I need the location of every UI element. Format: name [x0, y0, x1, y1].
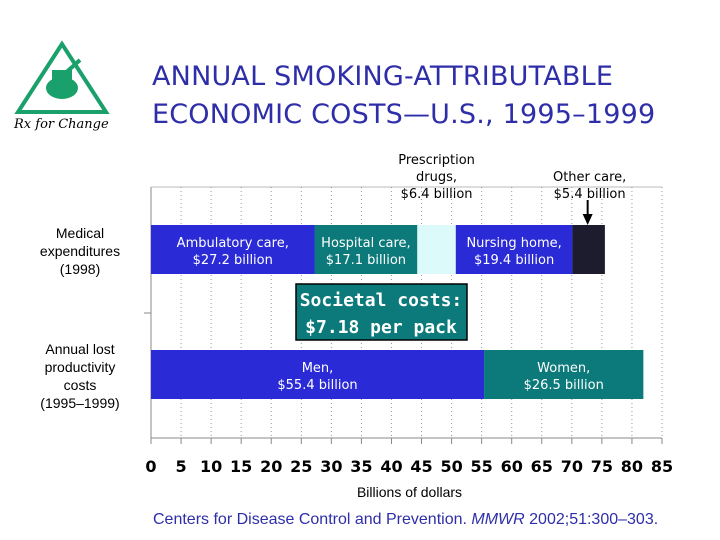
x-tick-label: 5	[175, 457, 186, 476]
citation-text: Centers for Disease Control and Preventi…	[153, 511, 472, 528]
x-tick-label: 55	[471, 457, 493, 476]
citation-ref: 2002;51:300–303.	[524, 511, 659, 528]
x-tick-label: 20	[260, 457, 282, 476]
x-tick-label: 45	[410, 457, 432, 476]
bar-data-label: Men, $55.4 billion	[277, 361, 357, 393]
x-tick-label: 65	[531, 457, 553, 476]
societal-cost-callout-text: Societal costs: $7.18 per pack	[300, 290, 463, 338]
citation-journal: MMWR	[471, 511, 525, 528]
bar-data-label: Other care, $5.4 billion	[553, 170, 626, 202]
citation: Centers for Disease Control and Preventi…	[153, 511, 658, 529]
category-label: Medical expenditures (1998)	[40, 225, 120, 277]
label-arrow-head	[582, 214, 593, 225]
bar-data-label: Ambulatory care, $27.2 billion	[177, 236, 289, 268]
bar-segment	[484, 350, 644, 399]
page-title: ANNUAL SMOKING-ATTRIBUTABLE ECONOMIC COS…	[152, 58, 712, 134]
societal-cost-callout	[295, 283, 468, 341]
bar-segment	[151, 225, 315, 274]
bar-segment	[314, 225, 418, 274]
x-tick-label: 60	[501, 457, 523, 476]
bar-segment	[455, 225, 573, 274]
x-tick-label: 70	[561, 457, 583, 476]
x-tick-label: 25	[290, 457, 312, 476]
bar-segment	[572, 225, 605, 274]
bar-data-label: Prescription drugs, $6.4 billion	[398, 153, 475, 202]
title-line-1: ANNUAL SMOKING-ATTRIBUTABLE	[152, 61, 614, 92]
bar-data-label: Hospital care, $17.1 billion	[321, 236, 410, 268]
x-tick-label: 40	[380, 457, 402, 476]
bar-data-label: Nursing home, $19.4 billion	[466, 236, 561, 268]
x-tick-label: 75	[591, 457, 613, 476]
bar-segment	[417, 225, 456, 274]
category-label: Annual lost productivity costs (1995–1999)	[40, 341, 119, 411]
x-axis-title: Billions of dollars	[357, 484, 462, 500]
x-tick-label: 35	[350, 457, 372, 476]
bar-segment	[151, 350, 485, 399]
title-line-2: ECONOMIC COSTS—U.S., 1995–1999	[152, 99, 656, 130]
x-tick-label: 30	[320, 457, 342, 476]
logo-text: Rx for Change	[13, 117, 109, 132]
x-tick-label: 80	[621, 457, 643, 476]
bar-data-label: Women, $26.5 billion	[524, 361, 604, 393]
x-tick-label: 50	[440, 457, 462, 476]
x-tick-label: 85	[651, 457, 673, 476]
x-tick-label: 0	[145, 457, 156, 476]
x-tick-label: 15	[230, 457, 252, 476]
rx-for-change-logo: Rx for Change	[8, 40, 138, 132]
x-tick-label: 10	[200, 457, 222, 476]
